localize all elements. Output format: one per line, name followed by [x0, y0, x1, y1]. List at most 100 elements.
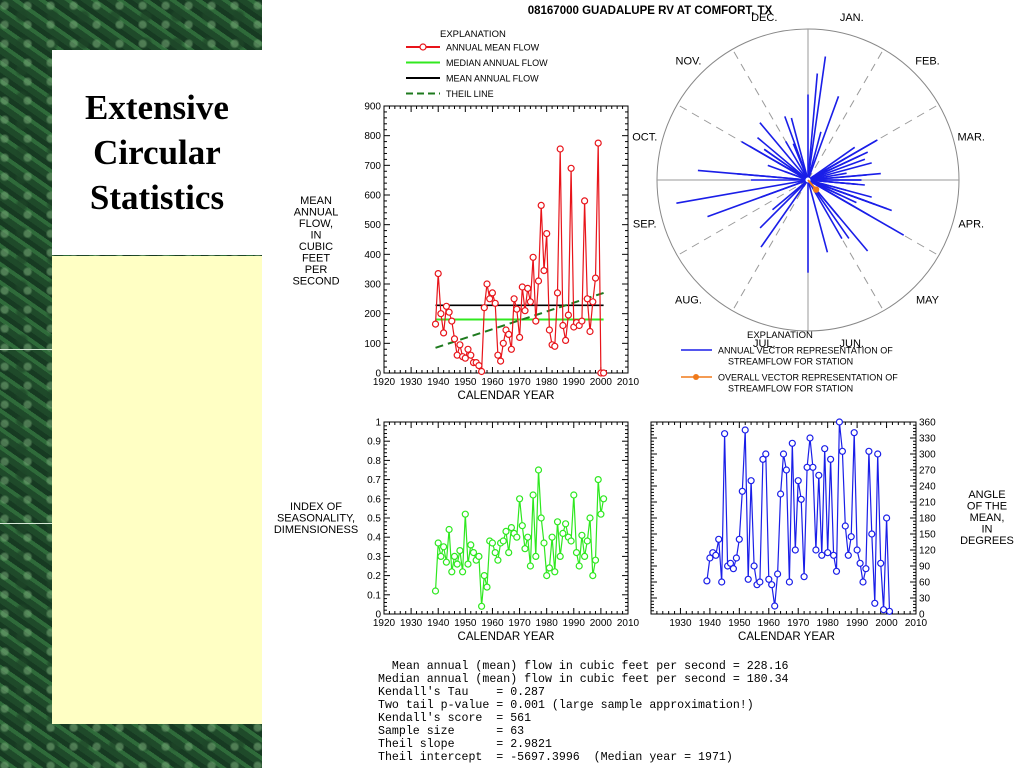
y-tick-label: 800 [364, 131, 381, 142]
angle-point [729, 565, 738, 573]
y-tick-label: 330 [919, 434, 936, 445]
annual-flow-point [456, 341, 464, 349]
annual-flow-point [561, 336, 570, 344]
x-tick-label: 1950 [728, 618, 751, 629]
month-label: APR. [958, 219, 984, 231]
angle-point [706, 554, 714, 562]
y-tick-label: 180 [919, 514, 936, 525]
angle-point [800, 573, 808, 581]
stats-line: Median annual (mean) flow in cubic feet … [378, 673, 789, 686]
slide-title: Extensive Circular Statistics [85, 88, 229, 217]
annual-vector [807, 146, 856, 181]
annual-flow-chart: 1920 1930 1940 1950 1960 1970 1980 1990 2000 2010… [292, 102, 639, 403]
seasonality-point [559, 529, 567, 538]
y-axis-label: CUBIC [299, 241, 333, 253]
annual-flow-point [543, 230, 551, 238]
x-tick-label: 1920 [373, 618, 396, 629]
annual-flow-point [510, 295, 518, 303]
annual-flow-point [464, 345, 472, 353]
x-tick-label: 1970 [508, 377, 531, 388]
seasonality-point [478, 602, 486, 610]
angle-point [818, 551, 826, 559]
seasonality-point [431, 587, 440, 595]
angle-point [715, 535, 723, 543]
annual-flow-point [483, 280, 491, 288]
angle-point [759, 455, 767, 463]
annual-flow-point [494, 351, 502, 359]
angle-point [853, 546, 861, 554]
stats-line: Theil slope = 2.9821 [378, 738, 552, 751]
y-tick-label: 0.8 [367, 456, 381, 467]
annual-vector [756, 136, 809, 181]
annual-vector [785, 140, 809, 181]
y-tick-label: 700 [364, 161, 381, 172]
seasonality-point [529, 491, 537, 499]
annual-flow-point [434, 270, 442, 278]
seasonality-point [483, 583, 491, 591]
angle-point [756, 578, 764, 586]
stats-line: Kendall's score = 561 [378, 712, 532, 725]
annual-flow-point [524, 284, 532, 292]
seasonality-point [442, 558, 450, 566]
y-axis-label: FLOW, [299, 218, 333, 230]
angle-point [832, 567, 841, 575]
y-tick-label: 400 [364, 250, 381, 261]
angle-point [747, 477, 755, 485]
annual-flow-point [567, 164, 575, 172]
y-tick-label: 300 [364, 280, 381, 291]
angle-point [844, 551, 852, 559]
annual-vector [807, 73, 819, 181]
seasonality-point [488, 539, 496, 547]
angle-point [879, 606, 888, 614]
angle-point [797, 495, 805, 503]
annual-flow-point [478, 367, 486, 376]
angle-point [815, 471, 823, 479]
seasonality-point [594, 476, 602, 484]
seasonality-point [580, 552, 589, 561]
seasonality-point [526, 562, 535, 570]
annual-flow-point [559, 321, 567, 330]
seasonality-point [494, 556, 502, 564]
y-tick-label: 0.9 [367, 437, 381, 448]
legend-label: MEAN ANNUAL FLOW [446, 74, 539, 84]
month-label: JUL. [753, 338, 776, 350]
annual-vector [807, 179, 858, 186]
annual-vector [697, 169, 809, 181]
angle-point [782, 466, 791, 474]
angle-point [841, 522, 849, 530]
statistics-summary: Mean annual (mean) flow in cubic feet pe… [378, 660, 789, 764]
seasonality-point [589, 571, 597, 580]
annual-flow-point [580, 197, 589, 205]
angle-point [877, 559, 885, 567]
x-tick-label: 1990 [563, 618, 586, 629]
x-tick-label: 1960 [481, 377, 504, 388]
seasonality-point [553, 518, 562, 526]
angle-point [735, 535, 743, 543]
seasonality-point [515, 495, 524, 503]
angle-point [738, 487, 746, 495]
annual-flow-point [437, 310, 445, 318]
station-title: 08167000 GUADALUPE RV AT COMFORT, TX [528, 5, 773, 17]
y-axis-label: SECOND [292, 276, 339, 288]
annual-vector [807, 151, 869, 181]
angle-point [762, 450, 770, 458]
overall-vector-marker [812, 186, 820, 193]
angle-point [703, 577, 711, 585]
annual-flow-point [556, 145, 564, 153]
angle-point [806, 434, 814, 442]
seasonality-point [450, 552, 459, 561]
annual-vector [807, 179, 905, 236]
seasonality-point [464, 560, 472, 568]
y-tick-label: 0 [375, 369, 381, 380]
annual-flow-point [515, 333, 524, 341]
angle-point [838, 447, 847, 455]
angle-point [788, 439, 796, 447]
x-tick-label: 1940 [427, 377, 450, 388]
annual-flow-point [445, 308, 453, 316]
annual-flow-point [467, 351, 475, 359]
legend-heading: EXPLANATION [747, 330, 813, 341]
stats-line: Mean annual (mean) flow in cubic feet pe… [391, 660, 789, 673]
annual-flow-point [591, 274, 600, 282]
annual-flow-point [448, 317, 456, 325]
legend-label: STREAMFLOW FOR STATION [728, 357, 853, 367]
